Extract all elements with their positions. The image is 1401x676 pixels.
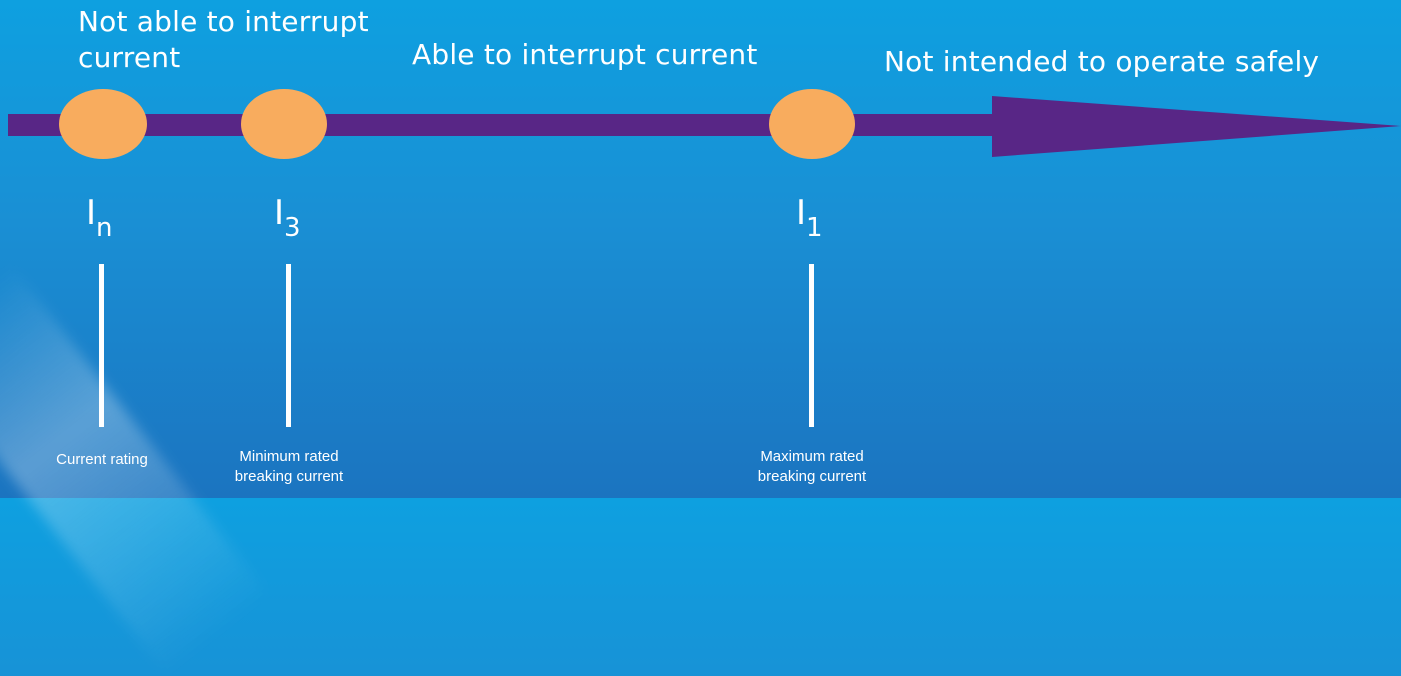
marker-in — [59, 89, 147, 159]
tick-in — [99, 264, 104, 427]
tick-i3 — [286, 264, 291, 427]
zone-label-not-safe: Not intended to operate safely — [884, 45, 1320, 78]
current-axis — [8, 89, 1401, 159]
marker-i1 — [769, 89, 855, 159]
marker-i3 — [241, 89, 327, 159]
zone-label-not-able: Not able to interrupt current — [78, 5, 369, 74]
symbol-i1: I1 — [796, 193, 823, 243]
zone-label-able: Able to interrupt current — [412, 38, 758, 71]
desc-min-breaking: Minimum rated breaking current — [234, 448, 344, 485]
axis-arrowhead — [992, 96, 1401, 157]
desc-max-breaking: Maximum rated breaking current — [757, 448, 867, 485]
symbol-in: In — [86, 193, 113, 243]
tick-i1 — [809, 264, 814, 427]
symbol-i3: I3 — [274, 193, 301, 243]
desc-current-rating: Current rating — [56, 451, 148, 468]
